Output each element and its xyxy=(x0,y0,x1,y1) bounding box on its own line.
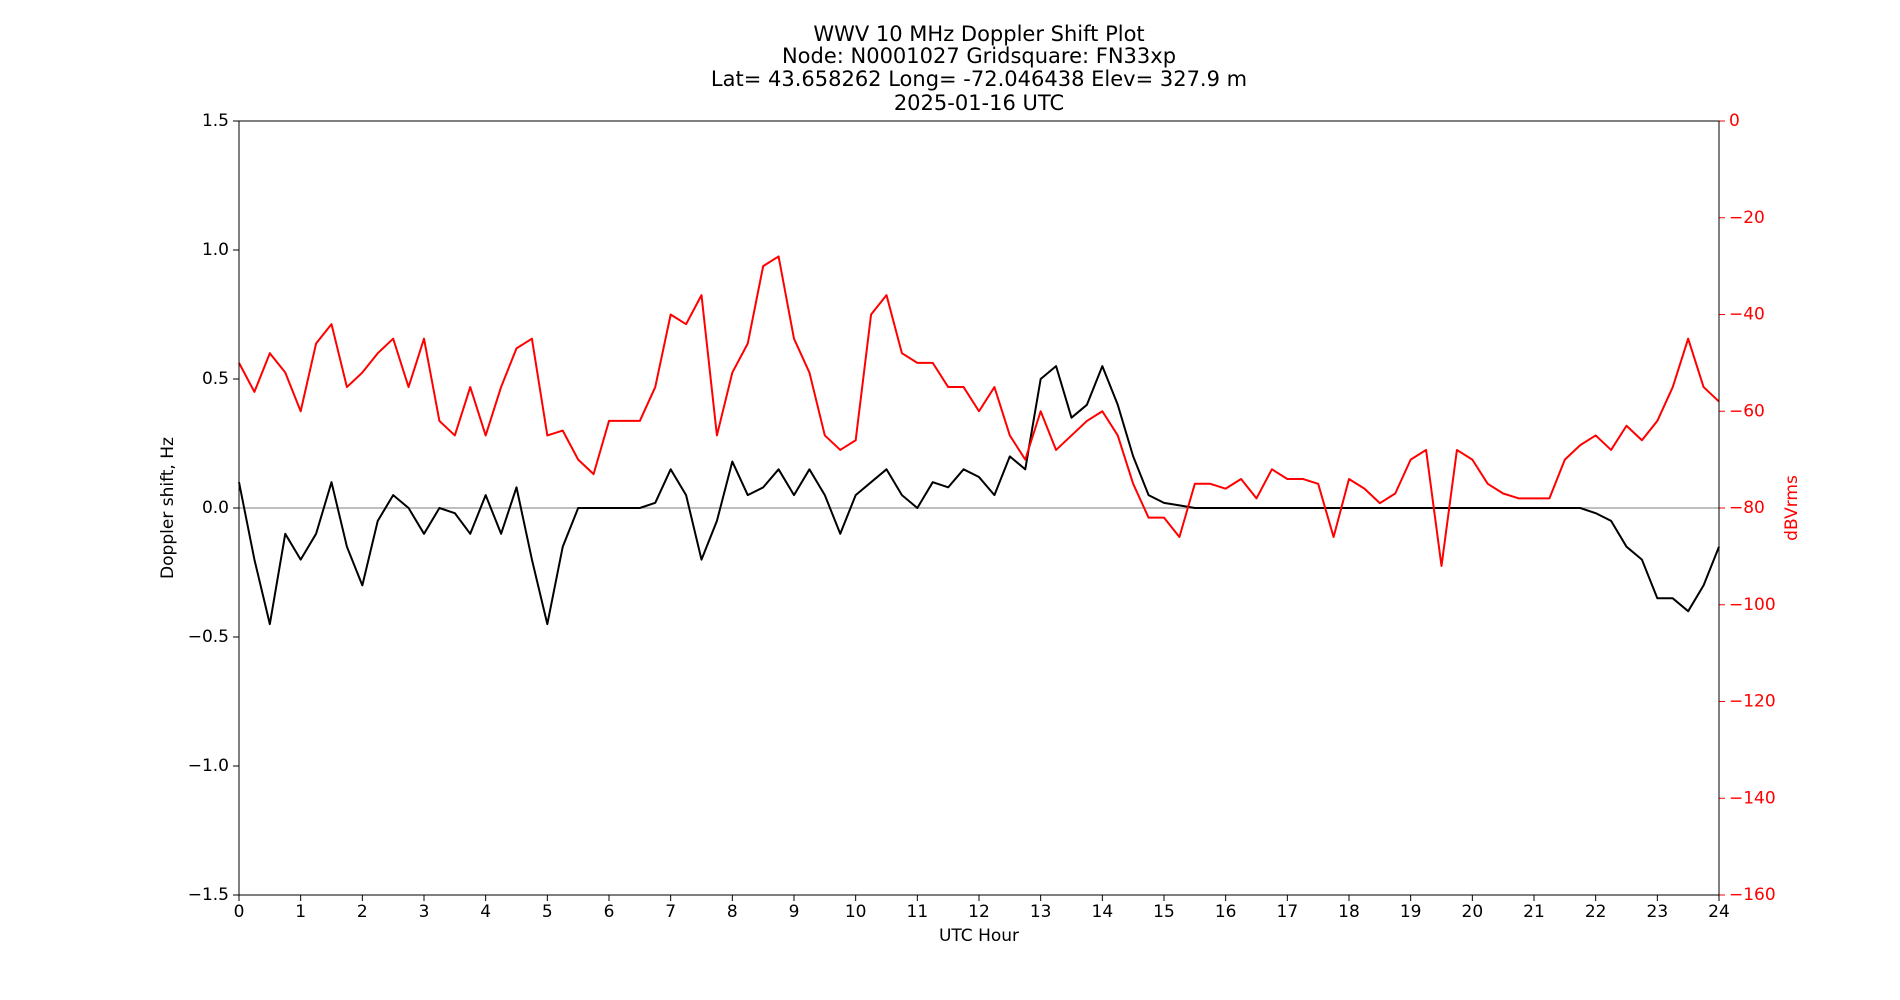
y2-axis-label: dBVrms xyxy=(1782,475,1802,541)
y-tick-label: 1.5 xyxy=(202,111,229,131)
y2-tick-label: −40 xyxy=(1729,305,1765,325)
y-tick-label: −1.0 xyxy=(188,756,229,776)
x-tick-label: 4 xyxy=(480,902,491,922)
x-tick-label: 17 xyxy=(1277,902,1299,922)
x-tick-label: 22 xyxy=(1585,902,1607,922)
chart-subtitle: Lat= 43.658262 Long= -72.046438 Elev= 32… xyxy=(711,67,1247,91)
y-tick-label: 0.0 xyxy=(202,498,229,518)
x-tick-label: 18 xyxy=(1338,902,1360,922)
x-tick-label: 2 xyxy=(357,902,368,922)
x-tick-label: 15 xyxy=(1153,902,1175,922)
data-line xyxy=(238,255,1720,568)
x-tick-label: 21 xyxy=(1523,902,1545,922)
x-tick-label: 14 xyxy=(1092,902,1114,922)
data-line xyxy=(238,365,1720,626)
chart-title: WWV 10 MHz Doppler Shift Plot xyxy=(813,22,1144,46)
chart-subtitle: Node: N0001027 Gridsquare: FN33xp xyxy=(782,44,1176,68)
y2-tick-label: −60 xyxy=(1729,401,1765,421)
y-tick-label: −1.5 xyxy=(188,885,229,905)
x-tick-label: 8 xyxy=(727,902,738,922)
y2-tick-label: −120 xyxy=(1729,692,1776,712)
x-axis-label: UTC Hour xyxy=(939,926,1019,946)
x-tick-label: 10 xyxy=(845,902,867,922)
x-tick-label: 0 xyxy=(234,902,245,922)
x-tick-label: 7 xyxy=(665,902,676,922)
x-tick-label: 12 xyxy=(968,902,990,922)
y2-tick-label: 0 xyxy=(1729,111,1740,131)
y2-tick-label: −100 xyxy=(1729,595,1776,615)
plot-frame xyxy=(238,120,1720,896)
y2-tick-label: −160 xyxy=(1729,885,1776,905)
y-tick-label: −0.5 xyxy=(188,627,229,647)
x-tick-label: 9 xyxy=(789,902,800,922)
x-tick-label: 1 xyxy=(295,902,306,922)
chart-subtitle: 2025-01-16 UTC xyxy=(894,91,1064,115)
y2-tick-label: −80 xyxy=(1729,498,1765,518)
x-tick-label: 13 xyxy=(1030,902,1052,922)
y-tick-label: 1.0 xyxy=(202,240,229,260)
y-tick-label: 0.5 xyxy=(202,369,229,389)
y2-tick-label: −20 xyxy=(1729,208,1765,228)
y-axis-label: Doppler shift, Hz xyxy=(158,437,178,579)
x-tick-label: 11 xyxy=(907,902,929,922)
x-tick-label: 5 xyxy=(542,902,553,922)
x-tick-label: 23 xyxy=(1647,902,1669,922)
x-tick-label: 6 xyxy=(604,902,615,922)
y2-tick-label: −140 xyxy=(1729,788,1776,808)
x-tick-label: 24 xyxy=(1708,902,1730,922)
x-tick-label: 20 xyxy=(1462,902,1484,922)
x-tick-label: 19 xyxy=(1400,902,1422,922)
x-tick-label: 3 xyxy=(419,902,430,922)
x-tick-label: 16 xyxy=(1215,902,1237,922)
